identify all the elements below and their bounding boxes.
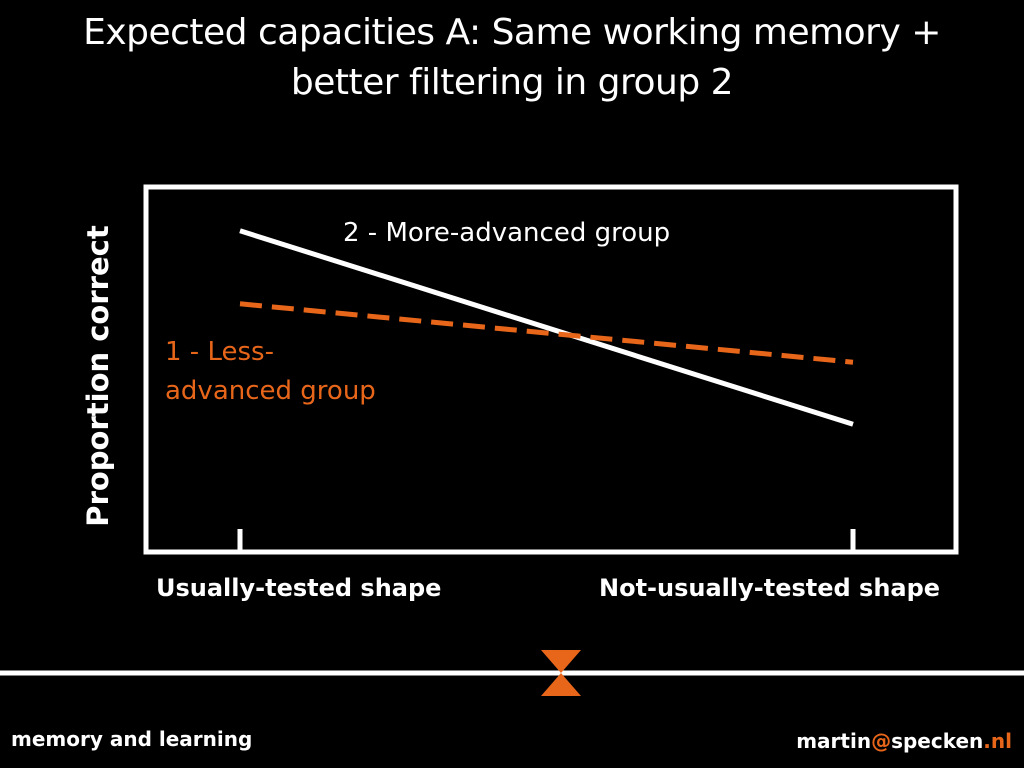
series-line-group-2: [239, 228, 854, 427]
y-axis-label: Proportion correct: [81, 225, 115, 527]
hourglass-icon: [541, 650, 581, 696]
series-label-group-1-line-1: 1 - Less-: [165, 337, 274, 367]
footer-course-name: memory and learning: [11, 727, 253, 751]
series-line-group-1: [239, 301, 854, 365]
footer-email: martin@specken.nl: [796, 729, 1012, 753]
title-line-1: Expected capacities A: Same working memo…: [83, 12, 941, 53]
slide-title: Expected capacities A: Same working memo…: [0, 8, 1024, 108]
title-line-2: better filtering in group 2: [290, 62, 734, 103]
email-user: martin: [796, 729, 872, 753]
series-label-group-1: 1 - Less- advanced group: [165, 333, 376, 411]
email-domain: specken: [891, 729, 984, 753]
email-dot: .: [983, 729, 991, 753]
x-tick-label-not-usually-tested: Not-usually-tested shape: [599, 574, 941, 602]
x-tick-label-usually-tested: Usually-tested shape: [156, 574, 442, 602]
email-at: @: [871, 729, 892, 753]
series-label-group-1-line-2: advanced group: [165, 376, 376, 406]
plot-frame: [143, 184, 959, 555]
email-tld: nl: [990, 729, 1012, 753]
series-label-group-2: 2 - More-advanced group: [343, 218, 671, 248]
series-layer: [239, 228, 854, 427]
